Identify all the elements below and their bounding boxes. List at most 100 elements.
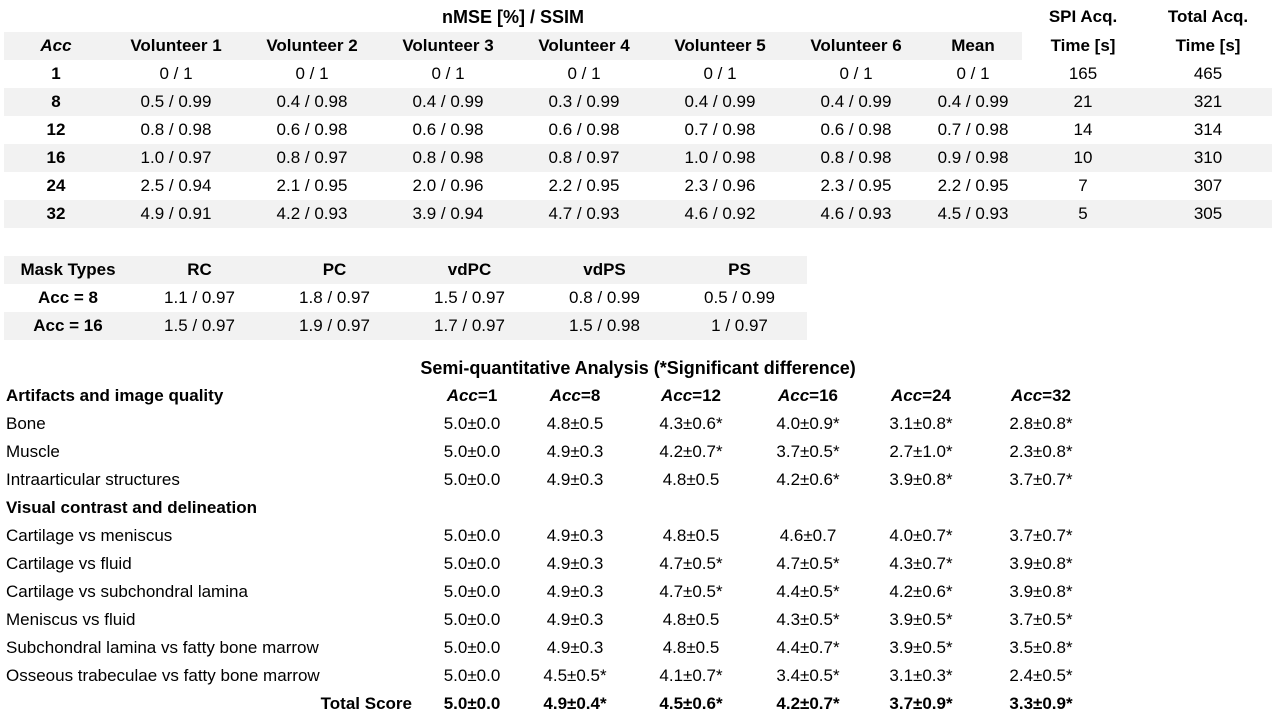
table-cell: 3.5±0.8* [1009, 638, 1073, 657]
column-header: vdPC [402, 256, 537, 284]
row-label: 8 [4, 88, 108, 116]
table-cell: 1.1 / 0.97 [164, 288, 235, 307]
table-cell: 14 [1073, 120, 1093, 139]
row-label: 32 [4, 200, 108, 228]
spacer-cell [1104, 438, 1272, 466]
table-cell: 165 [1068, 64, 1098, 83]
table-cell: 0.9 / 0.98 [924, 144, 1023, 172]
table-cell: 4.2±0.6* [889, 582, 953, 601]
table-cell: 1.0 / 0.98 [652, 144, 788, 172]
table-cell: 4.9±0.3 [546, 582, 604, 601]
table-cell: 4.8±0.5 [662, 610, 720, 629]
acc-header-prefix: Acc [446, 386, 478, 405]
acc-header-prefix: Acc [1010, 386, 1043, 405]
table-cell: 2.2 / 0.95 [937, 176, 1009, 195]
table-cell: 1.5 / 0.98 [537, 312, 672, 340]
table-cell: 3.9±0.5* [889, 610, 953, 629]
table-row: Total Score 5.0±0.0 4.9±0.4* 4.5±0.6* 4.2±0.… [4, 690, 1272, 718]
table-row: Muscle 5.0±0.0 4.9±0.3 4.2±0.7* 3.7±0.5* 2.7±… [4, 438, 1272, 466]
table-cell: 3.3±0.9* [1009, 694, 1073, 713]
table-row: Osseous trabeculae vs fatty bone marrow 5… [4, 662, 1272, 690]
table-cell: 0.8 / 0.99 [569, 288, 640, 307]
table-cell: 0 / 1 [295, 64, 329, 83]
table-cell: 4.6±0.7 [779, 526, 837, 545]
table-cell: 0.5 / 0.99 [704, 288, 775, 307]
column-header: Volunteer 3 [380, 32, 516, 60]
table-cell: 4.8±0.5 [546, 414, 604, 433]
acc-header-prefix: Acc [777, 386, 810, 405]
table-cell: 5.0±0.0 [443, 582, 501, 601]
table-cell: 3.9 / 0.94 [380, 200, 516, 228]
table-cell: 3.1±0.8* [889, 414, 953, 433]
table-cell: 0.6 / 0.98 [548, 120, 620, 139]
table-cell: 4.5±0.6* [659, 694, 723, 713]
table-cell: 1.0 / 0.97 [108, 144, 244, 172]
table3-row-header-label: Artifacts and image quality [6, 386, 224, 405]
table-cell: 3.7±0.5* [1009, 610, 1073, 629]
table-cell: 0.6 / 0.98 [276, 120, 348, 139]
row-label: Visual contrast and delineation [6, 498, 257, 517]
column-header: Mean [924, 32, 1023, 60]
table-cell: 4.9±0.3 [546, 442, 604, 461]
table-cell: 0.6 / 0.98 [412, 120, 484, 139]
table1-title: nMSE [%] / SSIM [442, 6, 585, 27]
acc-header-prefix: Acc [549, 386, 581, 405]
acc-header-prefix: Acc [660, 386, 693, 405]
table-row: Meniscus vs fluid 5.0±0.0 4.9±0.3 4.8±0.5 4.… [4, 606, 1272, 634]
table-cell: 4.3±0.5* [776, 610, 840, 629]
table-cell: 0.4 / 0.98 [244, 88, 380, 116]
row-label: 12 [46, 120, 66, 139]
table-cell: 4.2±0.6* [776, 470, 840, 489]
column-header: Acc=8 [520, 382, 630, 410]
row-label: Acc = 8 [37, 288, 98, 307]
table-cell: 4.1±0.7* [659, 666, 723, 685]
table-cell: 4.2±0.7* [659, 442, 723, 461]
spacer-cell [1104, 522, 1272, 550]
table-cell: 2.1 / 0.95 [276, 176, 348, 195]
column-header: Acc=1 [424, 382, 520, 410]
table-cell: 3.9±0.8* [1009, 554, 1073, 573]
row-label: Muscle [6, 442, 60, 461]
table-cell: 307 [1193, 176, 1223, 195]
acc-header-suffix: =8 [580, 386, 601, 405]
table-cell: 7 [1078, 176, 1088, 195]
table-cell: 1.5 / 0.97 [434, 288, 505, 307]
table-cell: 4.9±0.3 [546, 610, 604, 629]
row-label: Cartilage vs fluid [6, 554, 132, 573]
spacer-cell [1104, 466, 1272, 494]
column-header: Volunteer 1 [108, 32, 244, 60]
column-header: Time [s] [1050, 36, 1116, 55]
table-cell: 4.3±0.7* [889, 554, 953, 573]
table-cell: 4.6 / 0.93 [788, 200, 924, 228]
table-cell: 0.3 / 0.99 [516, 88, 652, 116]
table-cell [424, 494, 520, 522]
table-row: Intraarticular structures 5.0±0.0 4.9±0.3 4… [4, 466, 1272, 494]
table-row: 1 0 / 1 0 / 1 0 / 1 0 / 1 0 / 1 0 / 1 0 / 1 165 4… [4, 60, 1272, 88]
total-acq-header-line1: Total Acq. [1167, 7, 1249, 26]
table-cell: 4.9±0.3 [546, 638, 604, 657]
table-cell: 5.0±0.0 [443, 610, 501, 629]
acc-header-suffix: =12 [692, 386, 722, 405]
table-cell: 2.7±1.0* [889, 442, 953, 461]
column-header: Acc [4, 32, 108, 60]
spacer-cell [1104, 410, 1272, 438]
spacer-cell [1104, 494, 1272, 522]
table-cell: 4.4±0.7* [776, 638, 840, 657]
table-cell: 4.2±0.7* [776, 694, 840, 713]
table-row: 24 2.5 / 0.94 2.1 / 0.95 2.0 / 0.96 2.2 / 0.… [4, 172, 1272, 200]
table-row: Cartilage vs fluid 5.0±0.0 4.9±0.3 4.7±0.5*… [4, 550, 1272, 578]
table-cell: 321 [1144, 88, 1273, 116]
table1-header-row: Acc Volunteer 1 Volunteer 2 Volunteer 3 Volu… [4, 32, 1272, 60]
table-cell: 0.6 / 0.98 [820, 120, 892, 139]
table-cell: 3.7±0.5* [776, 442, 840, 461]
table-cell: 2.0 / 0.96 [412, 176, 484, 195]
table-cell: 4.9±0.3 [546, 470, 604, 489]
table-cell: 465 [1193, 64, 1223, 83]
table-cell: 3.4±0.5* [776, 666, 840, 685]
table-cell: 4.9±0.3 [546, 554, 604, 573]
table-cell: 0.7 / 0.98 [684, 120, 756, 139]
table-cell [978, 494, 1104, 522]
column-header: RC [132, 256, 267, 284]
acc-header-suffix: =1 [477, 386, 498, 405]
table-cell: 5.0±0.0 [443, 638, 501, 657]
